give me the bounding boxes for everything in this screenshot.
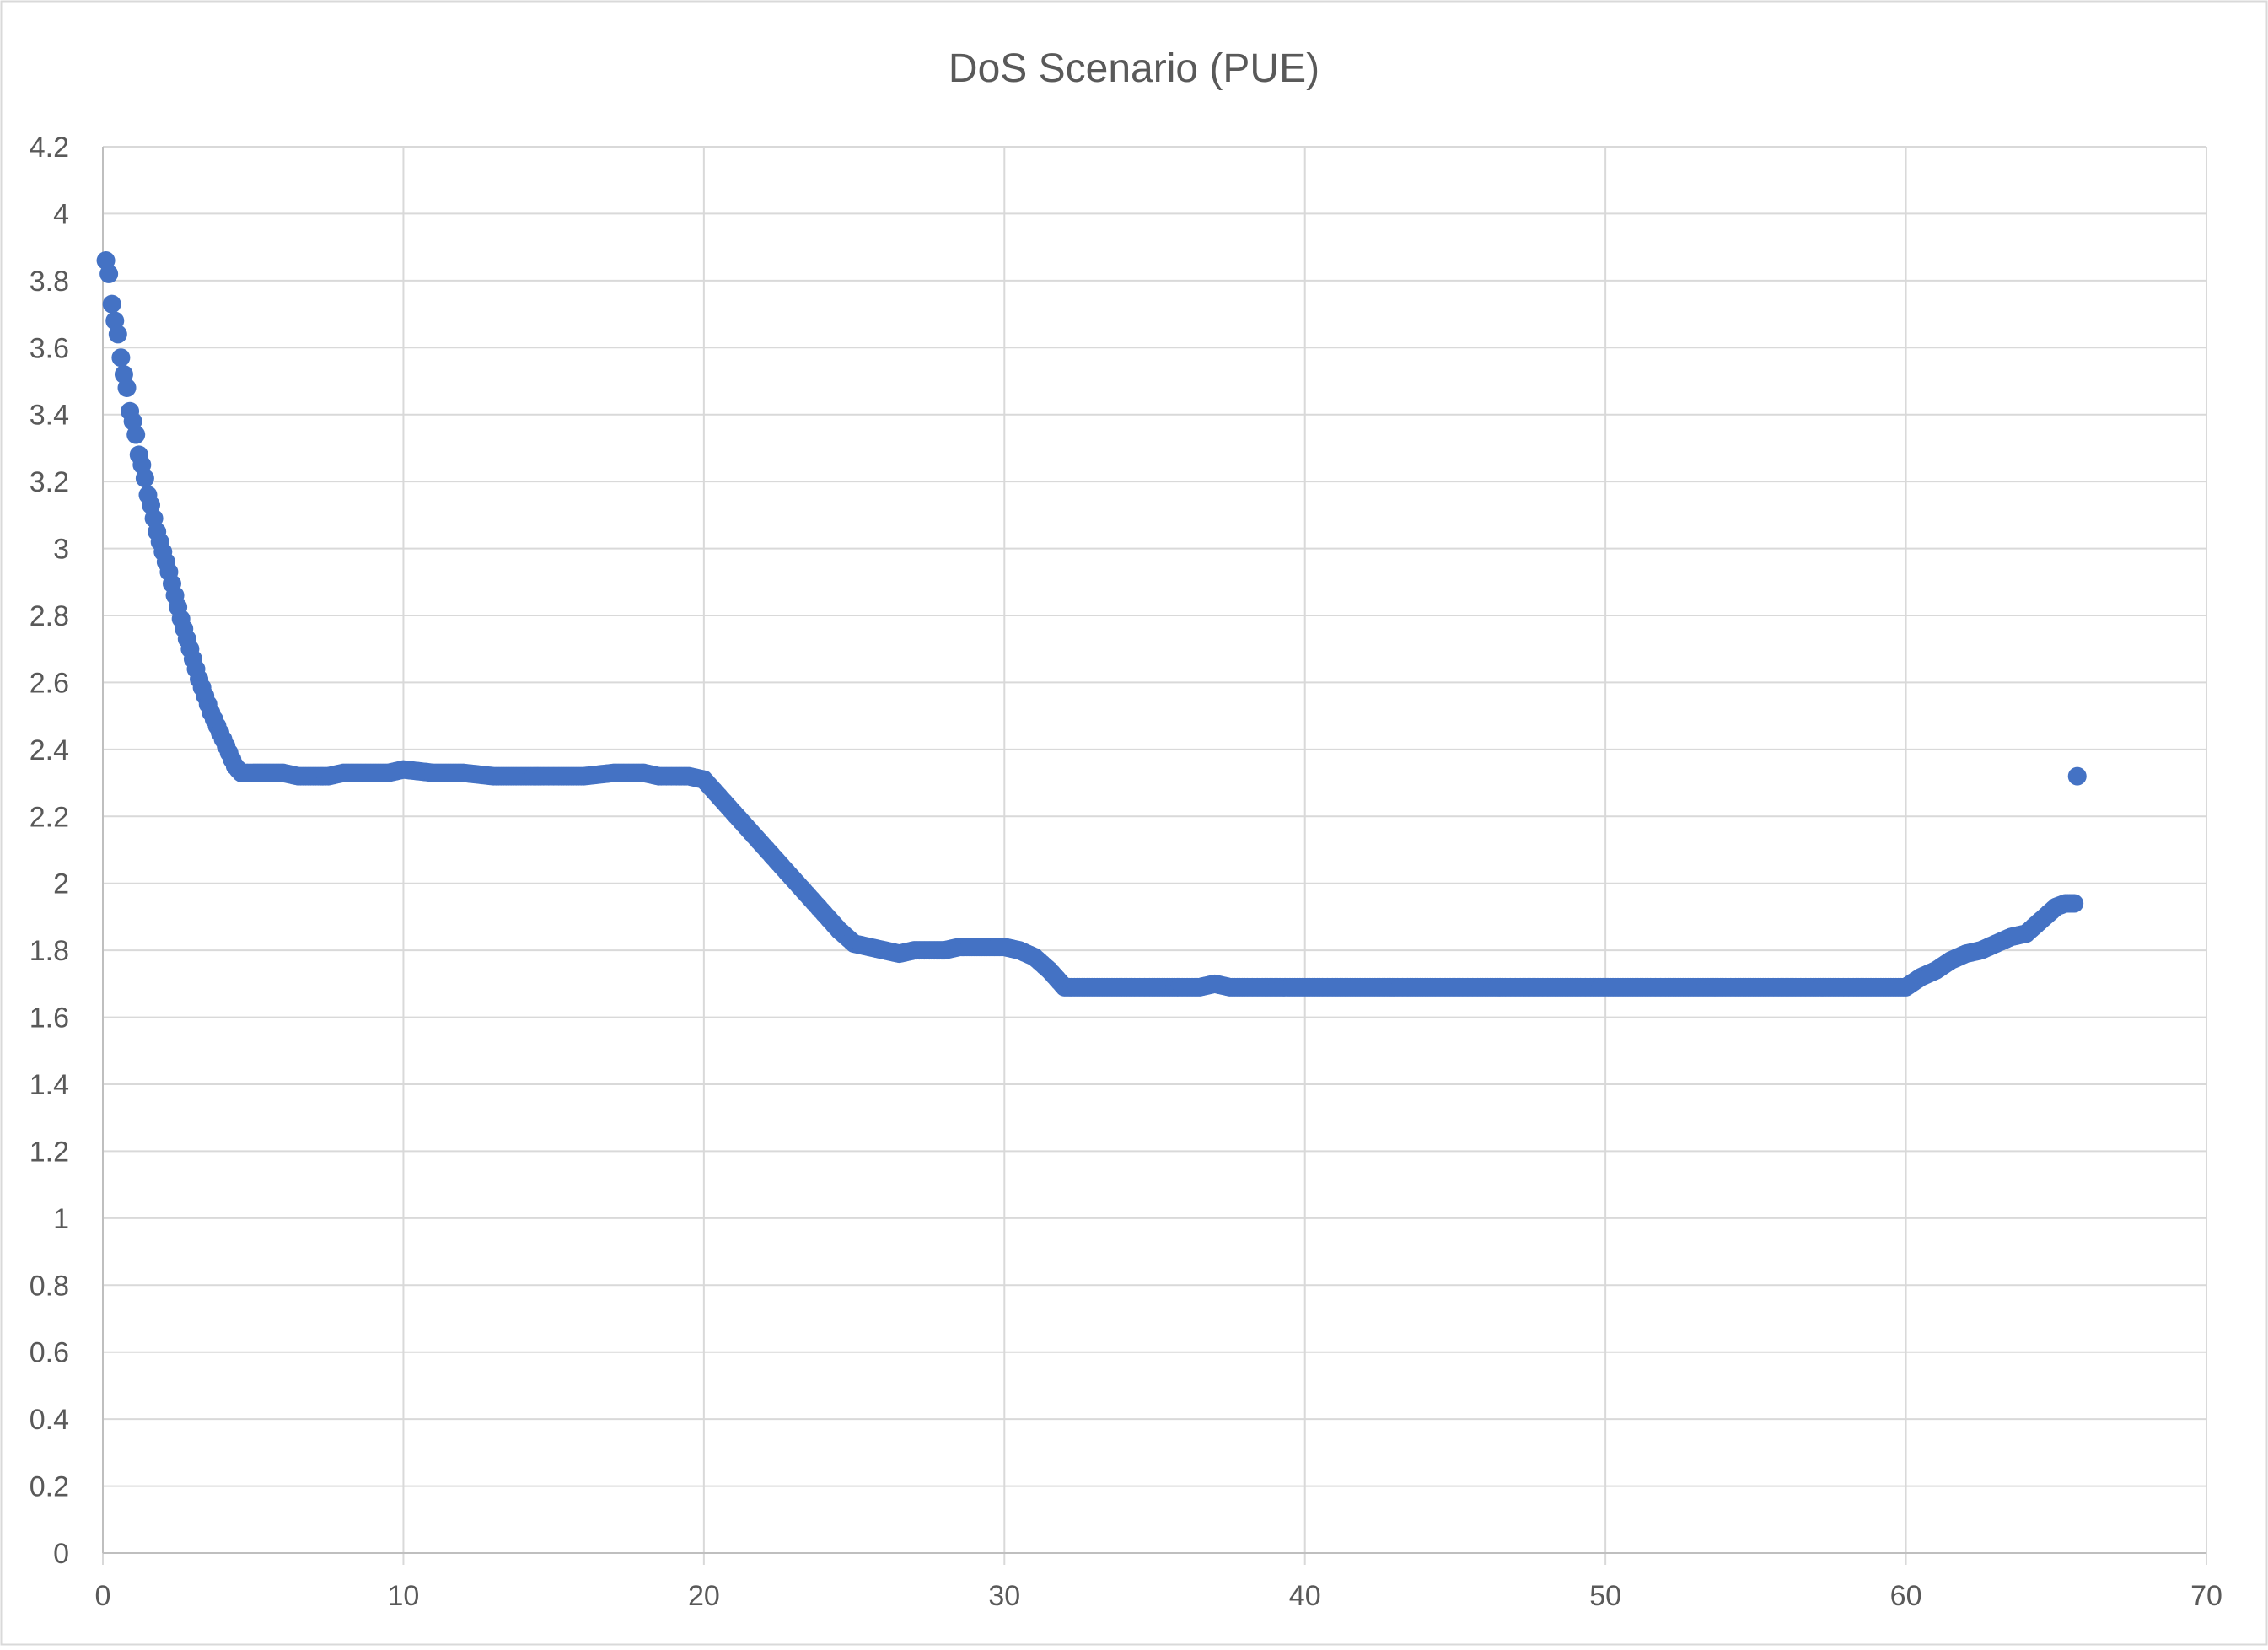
y-tick-label: 0.4 [30,1404,69,1436]
data-point [117,378,137,397]
x-tick-label: 70 [2190,1580,2222,1612]
x-tick-label: 10 [388,1580,420,1612]
y-tick-label: 0.2 [30,1471,69,1503]
data-point [126,425,146,444]
y-tick-label: 1.4 [30,1069,69,1101]
x-tick-label: 60 [1890,1580,1922,1612]
y-tick-label: 3.8 [30,266,69,298]
data-point [108,325,127,344]
y-tick-label: 4.2 [30,132,69,164]
y-tick-label: 0.6 [30,1337,69,1369]
y-tick-label: 0.8 [30,1270,69,1302]
x-tick-label: 50 [1589,1580,1621,1612]
y-tick-label: 2.2 [30,801,69,833]
data-point [135,469,154,488]
data-points [96,251,2087,997]
axis-layer [102,147,2207,1565]
tick-label-layer: 0 0.2 0.4 0.6 0.8 1 1.2 1.4 1.6 1.8 2 2.2 2.4 2.6 2.8 3… [30,132,2222,1612]
grid-layer [103,146,2207,1553]
y-tick-label: 1.2 [30,1136,69,1168]
y-tick-label: 3.4 [30,400,69,432]
y-tick-label: 2.8 [30,600,69,632]
data-point [99,264,119,283]
data-point [111,348,131,368]
y-tick-label: 2 [53,868,69,900]
x-tick-label: 0 [95,1580,111,1612]
y-tick-label: 4 [53,198,69,230]
x-tick-label: 20 [688,1580,720,1612]
y-tick-label: 3.6 [30,332,69,364]
data-point [2067,766,2087,786]
data-point [102,294,121,314]
y-tick-label: 1.6 [30,1002,69,1035]
y-tick-label: 1 [53,1203,69,1235]
y-tick-label: 1.8 [30,935,69,967]
x-tick-label: 30 [988,1580,1020,1612]
y-tick-label: 2.6 [30,667,69,699]
y-tick-label: 0 [53,1538,69,1570]
y-tick-label: 2.4 [30,734,69,766]
x-tick-label: 40 [1289,1580,1321,1612]
chart-title: DoS Scenario (PUE) [949,46,1319,91]
y-tick-label: 3.2 [30,466,69,498]
data-point [2065,894,2084,913]
y-tick-label: 3 [53,534,69,566]
